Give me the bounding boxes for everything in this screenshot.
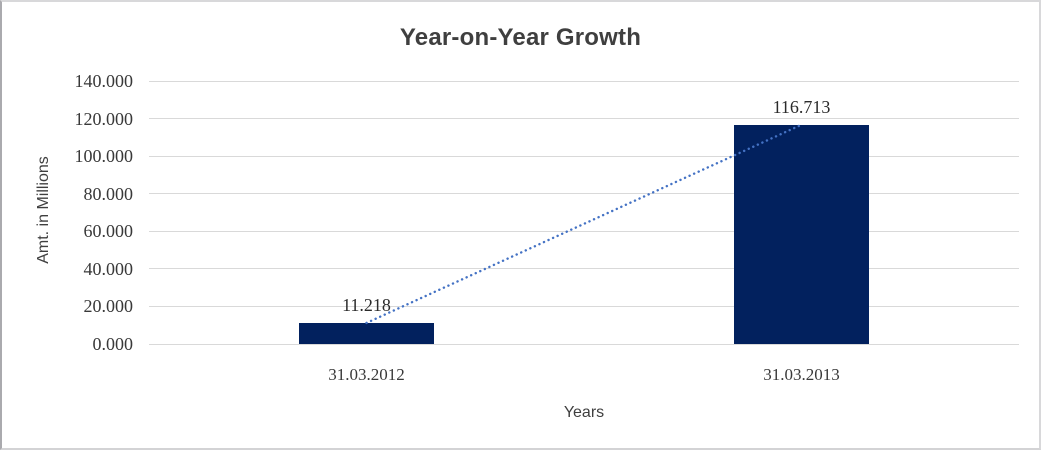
y-tick-label: 140.000 xyxy=(74,71,134,91)
y-tick-label: 20.000 xyxy=(83,296,134,317)
gridline xyxy=(149,343,1019,345)
gridline xyxy=(149,268,1019,270)
gridline xyxy=(149,155,1019,157)
chart-title: Year-on-Year Growth xyxy=(399,24,642,51)
y-tick-label: 120.000 xyxy=(74,108,134,129)
bar-31.03.2013 xyxy=(734,124,869,344)
y-tick-label: 60.000 xyxy=(83,221,134,242)
gridline xyxy=(149,118,1019,120)
x-axis-title: Years xyxy=(563,404,605,421)
bar-31.03.2012 xyxy=(299,322,434,344)
gridline xyxy=(149,305,1019,307)
y-axis-title: Amt. in Millions xyxy=(35,156,52,264)
y-tick-label: 0.000 xyxy=(92,334,134,354)
y-tick-label: 100.000 xyxy=(74,146,134,167)
x-tick-label: 31.03.2013 xyxy=(763,365,840,384)
y-tick-label: 80.000 xyxy=(83,183,134,204)
x-tick-label: 31.03.2012 xyxy=(328,365,405,384)
gridline xyxy=(149,80,1019,82)
gridline xyxy=(149,193,1019,195)
trendline-layer xyxy=(365,123,803,325)
y-tick-label: 40.000 xyxy=(83,258,134,279)
data-label: 11.218 xyxy=(342,294,391,315)
gridline xyxy=(149,230,1019,232)
data-label: 116.713 xyxy=(772,96,831,117)
